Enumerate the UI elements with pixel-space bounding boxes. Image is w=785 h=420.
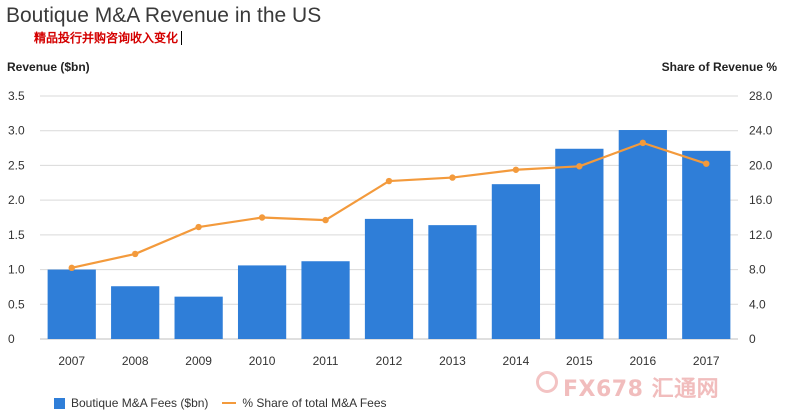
y-tick-label: 0 — [8, 332, 15, 346]
x-tick-label: 2011 — [313, 354, 339, 368]
line-point — [322, 216, 329, 224]
bar — [491, 184, 541, 339]
bar-series — [47, 130, 731, 339]
legend-line-swatch — [222, 402, 237, 404]
bar — [237, 265, 287, 339]
watermark-text: FX678 汇通网 — [563, 377, 720, 402]
x-tick-label: 2012 — [376, 354, 403, 368]
line-point — [703, 160, 710, 167]
legend-bar-label: Boutique M&A Fees ($bn) — [71, 396, 209, 410]
bar — [301, 261, 350, 339]
line-point — [68, 264, 75, 272]
watermark-logo-icon — [536, 371, 558, 393]
y-tick-label: 1.5 — [8, 228, 25, 242]
line-point — [639, 139, 647, 147]
x-tick-label: 2016 — [629, 354, 656, 368]
line-series — [68, 139, 710, 272]
bar — [428, 225, 477, 339]
chart-subtitle-chinese: 精品投行并购咨询收入变化 — [34, 31, 183, 45]
bar — [174, 296, 223, 339]
line-point — [385, 177, 393, 185]
y-axis-right-ticks: 0 4.0 8.0 12.0 16.0 20.0 24.0 28.0 — [749, 89, 773, 346]
bar — [555, 148, 604, 339]
bar — [364, 218, 414, 339]
y-tick-label: 3.0 — [8, 124, 25, 138]
y-tick-label: 0.5 — [8, 297, 25, 311]
x-tick-label: 2010 — [249, 354, 276, 368]
bar — [47, 269, 96, 339]
line-point — [131, 250, 139, 258]
line-point — [449, 174, 456, 181]
x-axis-ticks: 2007 2008 2009 2010 2011 2012 2013 2014 2015 2016… — [58, 354, 720, 368]
y2-tick-label: 8.0 — [749, 263, 766, 277]
y2-tick-label: 12.0 — [749, 228, 773, 242]
legend-bar-swatch — [54, 397, 65, 409]
y2-tick-label: 4.0 — [749, 297, 766, 311]
x-tick-label: 2013 — [439, 354, 466, 368]
bar — [618, 130, 667, 339]
y2-tick-label: 24.0 — [749, 124, 773, 138]
y2-tick-label: 16.0 — [749, 193, 773, 207]
x-tick-label: 2007 — [58, 354, 85, 368]
x-tick-label: 2015 — [566, 354, 593, 368]
y-tick-label: 3.5 — [8, 89, 25, 103]
line-point — [195, 223, 202, 231]
y-axis-left-label: Revenue ($bn) — [7, 60, 90, 74]
y2-tick-label: 20.0 — [749, 158, 773, 172]
line-point — [258, 214, 266, 221]
y-tick-label: 2.0 — [8, 193, 25, 207]
legend: Boutique M&A Fees ($bn) % Share of total… — [54, 396, 387, 410]
y-tick-label: 2.5 — [8, 158, 25, 172]
bar — [682, 150, 731, 339]
y2-tick-label: 0 — [749, 332, 756, 346]
bar — [111, 286, 160, 339]
y2-tick-label: 28.0 — [749, 89, 773, 103]
y-tick-label: 1.0 — [8, 263, 25, 277]
x-tick-label: 2009 — [185, 354, 212, 368]
x-tick-label: 2014 — [503, 354, 530, 368]
legend-line-label: % Share of total M&A Fees — [242, 396, 387, 410]
y-axis-left-ticks: 0 0.5 1.0 1.5 2.0 2.5 3.0 3.5 — [8, 89, 25, 346]
y-axis-right-label: Share of Revenue % — [661, 60, 777, 74]
x-tick-label: 2017 — [693, 354, 720, 368]
line-point — [512, 166, 520, 173]
x-tick-label: 2008 — [122, 354, 149, 368]
line-point — [576, 163, 583, 170]
chart-title: Boutique M&A Revenue in the US — [6, 4, 322, 27]
